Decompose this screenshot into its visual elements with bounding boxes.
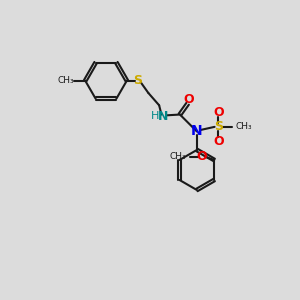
Text: H: H	[151, 111, 160, 121]
Text: N: N	[158, 110, 168, 123]
Text: O: O	[183, 93, 194, 106]
Text: O: O	[213, 135, 224, 148]
Text: O: O	[196, 150, 207, 164]
Text: CH₃: CH₃	[170, 152, 187, 161]
Text: N: N	[191, 124, 203, 139]
Text: S: S	[133, 74, 142, 87]
Text: S: S	[214, 120, 223, 134]
Text: CH₃: CH₃	[236, 122, 252, 131]
Text: CH₃: CH₃	[57, 76, 74, 85]
Text: O: O	[213, 106, 224, 119]
